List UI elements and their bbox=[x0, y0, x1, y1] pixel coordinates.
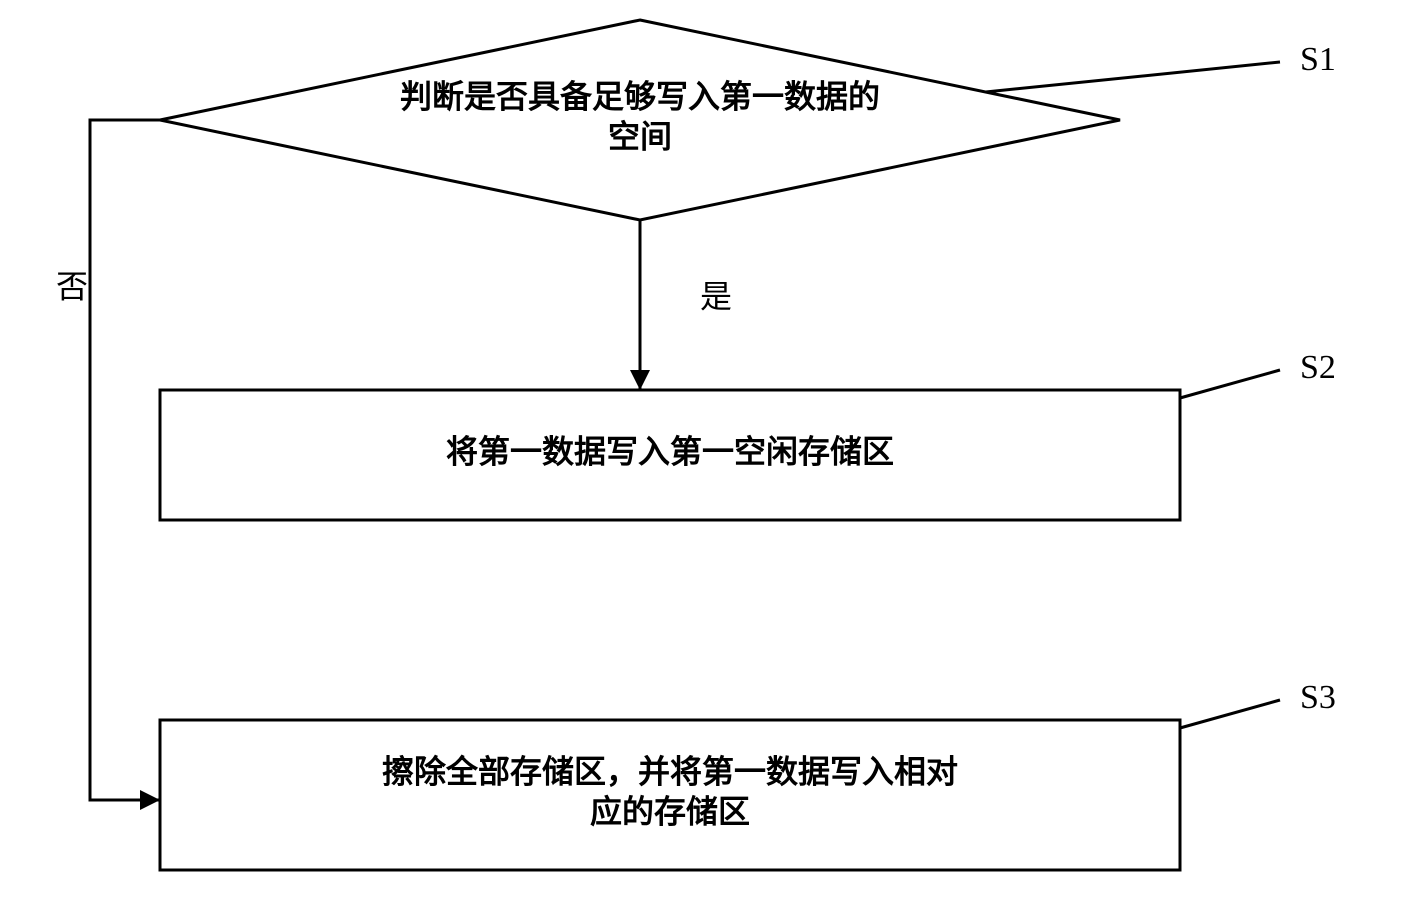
callout-line bbox=[986, 62, 1280, 92]
step-label: S2 bbox=[1300, 349, 1336, 386]
node-text: 将第一数据写入第一空闲存储区 bbox=[446, 433, 894, 469]
node-text: 空间 bbox=[608, 118, 672, 154]
step-label: S3 bbox=[1300, 679, 1336, 716]
arrowhead-icon bbox=[140, 790, 160, 810]
node-text: 应的存储区 bbox=[590, 793, 750, 829]
node-text: 判断是否具备足够写入第一数据的 bbox=[400, 78, 880, 114]
callout-line bbox=[1180, 370, 1280, 398]
edge-label-no: 否 bbox=[56, 268, 88, 304]
node-text: 擦除全部存储区，并将第一数据写入相对 bbox=[382, 753, 958, 789]
arrowhead-icon bbox=[630, 370, 650, 390]
edge-line bbox=[90, 120, 160, 800]
callout-line bbox=[1180, 700, 1280, 728]
edge-label-yes: 是 bbox=[700, 278, 732, 314]
step-label: S1 bbox=[1300, 41, 1336, 78]
